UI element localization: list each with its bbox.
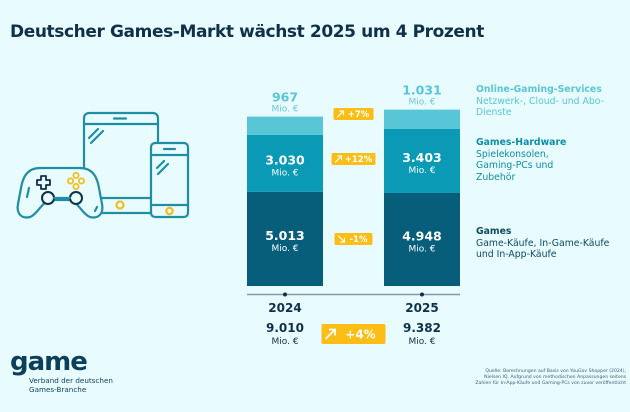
value-label-games: 5.013 <box>265 228 305 243</box>
logo-subtitle-2: Games-Branche <box>29 385 87 394</box>
bar-segment-online-2024 <box>247 116 323 135</box>
value-label-online: 1.031 <box>402 83 442 98</box>
legend-item-games: Games Game-Käufe, In-Game-Käufe und In-A… <box>476 226 626 261</box>
change-badge-hardware: +12% <box>331 153 376 165</box>
source-line: Quelle: Berechnungen auf Basis von YouGo… <box>485 369 626 374</box>
arrow-up-right-icon <box>334 155 343 163</box>
game-logo: game Verband der deutschen Games-Branche <box>10 347 113 394</box>
axis-tick <box>420 292 424 297</box>
unit-label: Mio. € <box>408 98 435 108</box>
source-line: Nielsen IQ. Aufgrund von methodischen An… <box>484 375 626 380</box>
change-badge-total: +4% <box>321 324 386 344</box>
legend-title: Games-Hardware <box>476 137 567 148</box>
legend-item-hardware: Games-Hardware Spielekonsolen, Gaming-PC… <box>476 137 572 183</box>
arrow-up-right-icon <box>336 110 345 118</box>
arrow-down-right-icon <box>337 235 346 243</box>
badge-text: +7% <box>348 110 370 120</box>
x-axis <box>247 292 460 297</box>
legend-title: Online-Gaming-Services <box>476 84 602 95</box>
value-label-hardware: 3.403 <box>402 150 442 165</box>
value-label-hardware: 3.030 <box>265 152 305 167</box>
devices-illustration <box>16 111 190 219</box>
unit-label: Mio. € <box>271 244 298 254</box>
value-label-online: 967 <box>272 90 298 105</box>
unit-label: Mio. € <box>408 244 435 254</box>
logo-subtitle-1: Verband der deutschen <box>29 376 113 385</box>
unit-label: Mio. € <box>271 168 298 178</box>
legend-item-online: Online-Gaming-Services Netzwerk-, Cloud-… <box>476 84 626 119</box>
value-label-games: 4.948 <box>402 228 442 243</box>
total-value-label: 9.382 <box>403 321 441 335</box>
smartphone-icon <box>149 141 190 219</box>
legend-title: Games <box>476 226 512 237</box>
badge-background <box>321 324 386 344</box>
unit-label: Mio. € <box>271 105 298 115</box>
unit-label: Mio. € <box>408 166 435 176</box>
source-line: Zahlen für In-App-Käufe und Gaming-PCs v… <box>475 381 626 386</box>
x-tick-label: 2024 <box>268 301 301 315</box>
total-unit-label: Mio. € <box>408 337 435 347</box>
bar-segment-hardware-2024 <box>247 134 323 192</box>
legend-desc: Netzwerk-, Cloud- und Abo-Dienste <box>476 95 604 119</box>
change-badge-games: -1% <box>334 233 373 245</box>
gamepad-icon <box>16 166 104 219</box>
badge-background <box>331 153 376 165</box>
legend-desc: Game-Käufe, In-Game-Käufe und In-App-Käu… <box>476 237 610 261</box>
total-value-label: 9.010 <box>266 321 304 335</box>
bar-segment-hardware-2025 <box>384 129 460 193</box>
change-badge-online: +7% <box>333 108 374 120</box>
bar-segment-online-2025 <box>384 109 460 130</box>
logo-wordmark: game <box>10 347 88 377</box>
badge-text: +12% <box>345 155 373 165</box>
bar-segment-games-2025 <box>384 192 460 286</box>
axis-tick <box>283 292 287 297</box>
legend-desc: Spielekonsolen, Gaming-PCs und Zubehör <box>476 148 554 183</box>
source-note: Quelle: Berechnungen auf Basis von YouGo… <box>436 369 626 387</box>
badge-text: -1% <box>350 235 368 245</box>
page-title: Deutscher Games-Markt wächst 2025 um 4 P… <box>10 22 484 42</box>
x-tick-label: 2025 <box>405 301 438 315</box>
arrow-up-right-icon <box>325 328 336 340</box>
badge-text: +4% <box>345 327 375 341</box>
total-unit-label: Mio. € <box>271 337 298 347</box>
bar-segment-games-2024 <box>247 191 323 286</box>
